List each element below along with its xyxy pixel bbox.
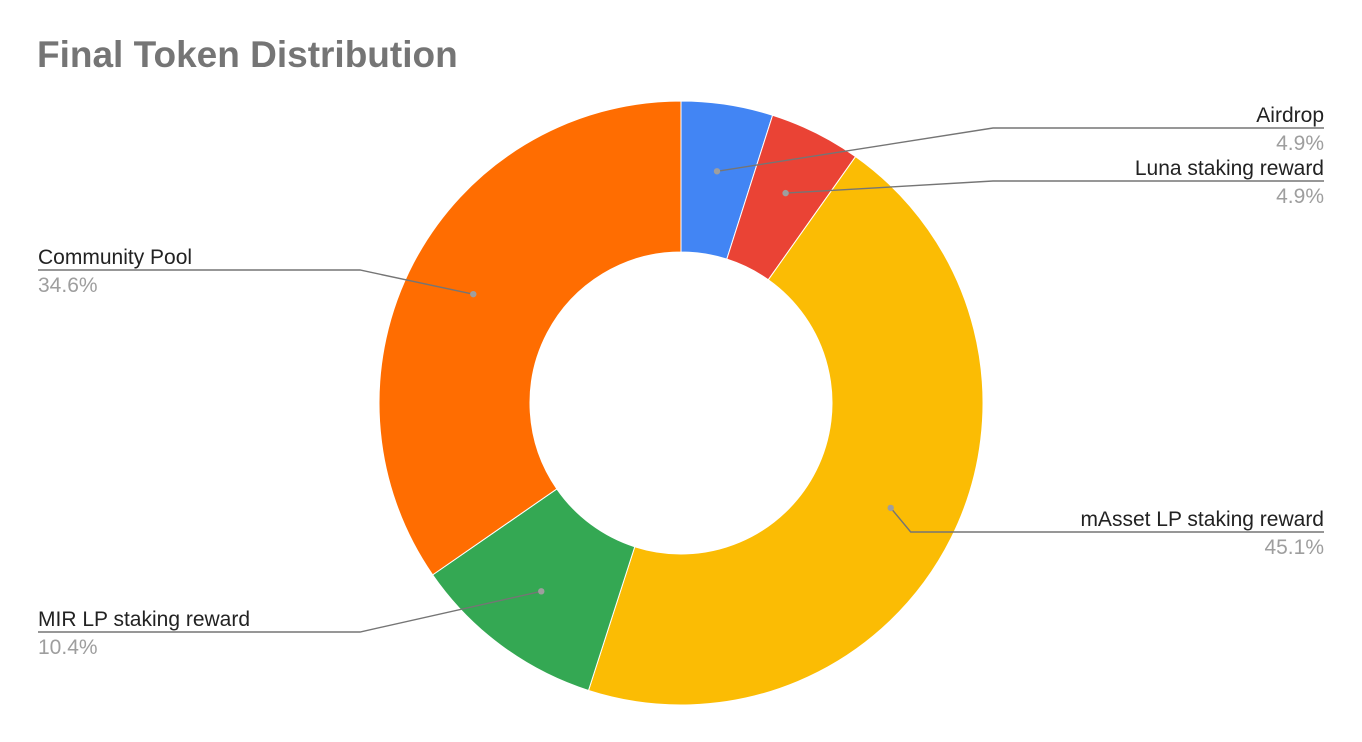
slice-percent-community-pool: 34.6% [38, 274, 98, 297]
leader-dot-masset-lp-staking-reward [887, 504, 894, 512]
slice-label-mir-lp-staking-reward: MIR LP staking reward [38, 608, 250, 631]
leader-line-luna-staking-reward [785, 180, 1324, 194]
slices-layer [378, 100, 984, 706]
slice-label-luna-staking-reward: Luna staking reward [1135, 157, 1324, 180]
slice-percent-mir-lp-staking-reward: 10.4% [38, 636, 98, 659]
leaders-layer [38, 127, 1324, 633]
slice-label-masset-lp-staking-reward: mAsset LP staking reward [1080, 508, 1324, 531]
leader-line-community-pool [38, 269, 474, 295]
slice-percent-airdrop: 4.9% [1276, 132, 1324, 155]
slice-community-pool[interactable] [378, 100, 682, 576]
leader-dot-luna-staking-reward [782, 189, 789, 197]
leader-dot-airdrop [713, 168, 721, 175]
leader-line-masset-lp-staking-reward [890, 507, 1324, 533]
slice-percent-masset-lp-staking-reward: 45.1% [1264, 536, 1324, 559]
slice-label-community-pool: Community Pool [38, 246, 192, 269]
leader-line-mir-lp-staking-reward [38, 590, 542, 633]
leader-dot-community-pool [470, 290, 477, 298]
chart-title: Final Token Distribution [37, 34, 458, 75]
leader-line-airdrop [716, 127, 1324, 172]
slice-masset-lp-staking-reward[interactable] [587, 155, 984, 706]
slice-percent-luna-staking-reward: 4.9% [1276, 185, 1324, 208]
leader-dot-mir-lp-staking-reward [538, 588, 545, 595]
slice-label-airdrop: Airdrop [1256, 104, 1324, 127]
